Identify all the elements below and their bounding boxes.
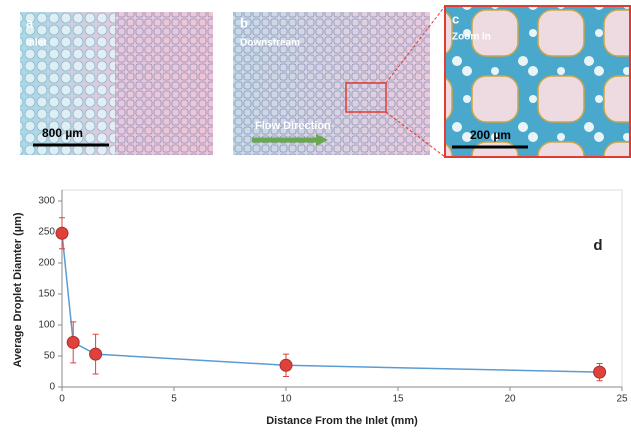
- scale-bar-label: 800 µm: [42, 126, 83, 140]
- x-tick-label: 15: [392, 394, 404, 405]
- chart: d Distance From the Inlet (mm) Average D…: [12, 190, 628, 427]
- y-tick-label: 0: [49, 382, 55, 393]
- arrow-label: Flow Direction: [255, 120, 331, 132]
- x-tick-label: 20: [504, 394, 516, 405]
- pillar-grid: [233, 12, 430, 155]
- marker: [56, 227, 68, 239]
- y-axis-label: Average Droplet Diamter (µm): [12, 212, 24, 367]
- y-tick-label: 100: [38, 320, 55, 331]
- y-tick-label: 200: [38, 258, 55, 269]
- y-tick-label: 50: [44, 351, 56, 362]
- line: [62, 233, 600, 372]
- marker: [90, 348, 102, 360]
- x-tick-label: 10: [280, 394, 292, 405]
- panel-label: d: [593, 237, 602, 254]
- y-tick-label: 300: [38, 196, 55, 207]
- pillar-grid: [115, 12, 213, 155]
- panel-label: b: [240, 15, 248, 30]
- figure: a Inlet 800 µm b Downstream Flow Directi…: [0, 0, 631, 429]
- panel-label: c: [452, 11, 459, 26]
- panel-label: a: [26, 15, 34, 30]
- marker: [594, 366, 606, 378]
- panel-caption: Zoom In: [452, 32, 491, 43]
- panel-a: a Inlet 800 µm: [20, 12, 213, 155]
- marker: [280, 359, 292, 371]
- x-axis-label: Distance From the Inlet (mm): [266, 415, 418, 427]
- panel-c: c Zoom In 200 µm: [445, 6, 630, 157]
- scale-bar-label: 200 µm: [470, 128, 511, 142]
- x-tick-label: 0: [59, 394, 65, 405]
- x-tick-label: 5: [171, 394, 177, 405]
- y-tick-label: 150: [38, 289, 55, 300]
- x-tick-label: 25: [616, 394, 628, 405]
- y-tick-label: 250: [38, 227, 55, 238]
- marker: [67, 336, 79, 348]
- panel-caption: Inlet: [26, 38, 47, 49]
- panel-caption: Downstream: [240, 38, 300, 49]
- panel-b: b Downstream Flow Direction: [233, 6, 445, 157]
